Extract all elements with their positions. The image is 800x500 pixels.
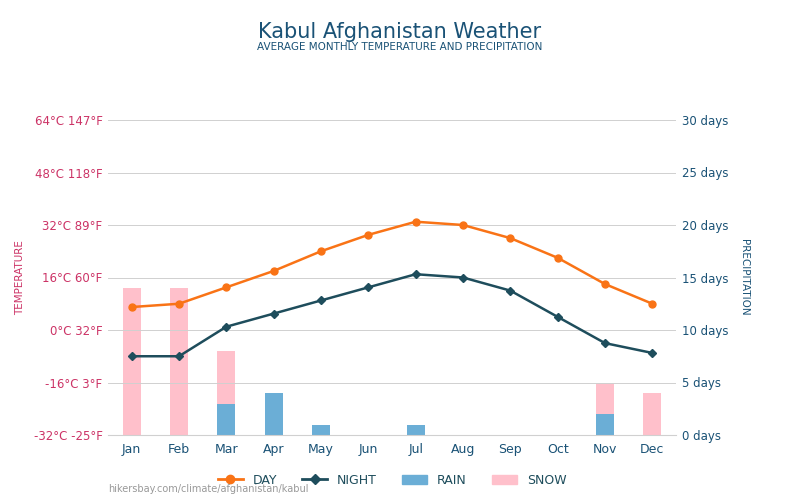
Text: hikersbay.com/climate/afghanistan/kabul: hikersbay.com/climate/afghanistan/kabul: [108, 484, 309, 494]
Bar: [596, 382, 614, 435]
Bar: [218, 404, 235, 435]
Legend: DAY, NIGHT, RAIN, SNOW: DAY, NIGHT, RAIN, SNOW: [213, 469, 571, 492]
Text: Kabul Afghanistan Weather: Kabul Afghanistan Weather: [258, 22, 542, 42]
Bar: [218, 351, 235, 435]
Y-axis label: PRECIPITATION: PRECIPITATION: [739, 239, 749, 316]
Bar: [312, 424, 330, 435]
Text: AVERAGE MONTHLY TEMPERATURE AND PRECIPITATION: AVERAGE MONTHLY TEMPERATURE AND PRECIPIT…: [258, 42, 542, 52]
Bar: [596, 414, 614, 435]
Bar: [643, 393, 662, 435]
Bar: [170, 288, 188, 435]
Bar: [265, 393, 282, 435]
Bar: [406, 424, 425, 435]
Bar: [122, 288, 141, 435]
Y-axis label: TEMPERATURE: TEMPERATURE: [15, 240, 26, 315]
